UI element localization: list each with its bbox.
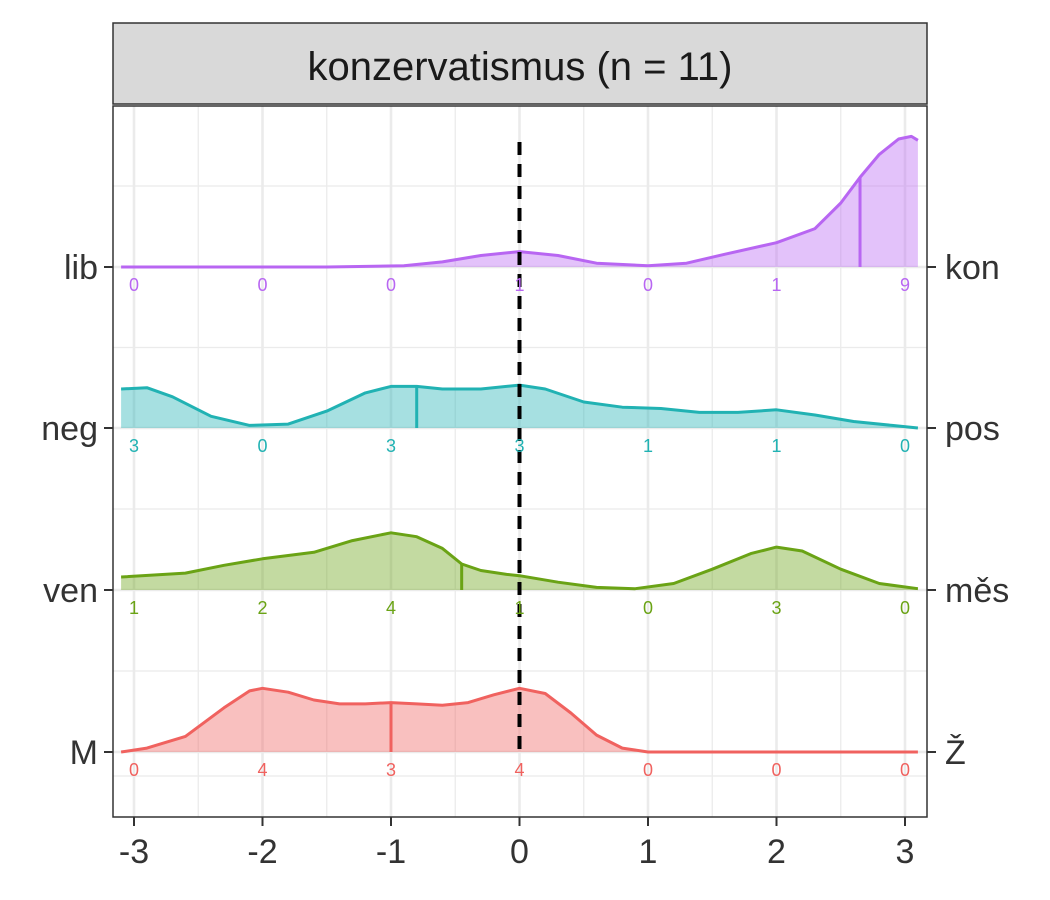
count-label: 0: [900, 760, 910, 780]
x-tick-label: -3: [119, 833, 149, 871]
count-label: 3: [514, 436, 524, 456]
count-label: 9: [900, 275, 910, 295]
ridge-ven: [121, 531, 919, 591]
count-label: 0: [900, 436, 910, 456]
count-label: 1: [771, 436, 781, 456]
count-label: 3: [771, 598, 781, 618]
count-label: 0: [386, 275, 396, 295]
count-label: 0: [129, 275, 139, 295]
count-label: 0: [257, 436, 267, 456]
y-label-right: pos: [945, 410, 1000, 448]
count-label: 1: [129, 598, 139, 618]
x-tick-label: 3: [896, 833, 915, 871]
x-tick-label: -2: [247, 833, 277, 871]
count-label: 0: [900, 598, 910, 618]
ridge-outline: [121, 134, 919, 269]
count-label: 1: [643, 436, 653, 456]
ridge-outline: [121, 383, 919, 430]
count-label: 3: [129, 436, 139, 456]
count-label: 4: [514, 760, 524, 780]
x-tick-label: 2: [767, 833, 786, 871]
y-label-right: kon: [945, 249, 1000, 287]
count-label: 0: [643, 275, 653, 295]
count-label: 1: [514, 598, 524, 618]
y-label-left: ven: [43, 572, 98, 610]
ridge-area: [121, 136, 918, 267]
ridge-area: [121, 532, 918, 590]
count-label: 0: [129, 760, 139, 780]
count-label: 0: [643, 760, 653, 780]
x-tick-label: -1: [376, 833, 406, 871]
y-label-left: neg: [41, 410, 98, 448]
x-tick-label: 1: [639, 833, 658, 871]
count-label: 4: [257, 760, 267, 780]
count-label: 1: [771, 275, 781, 295]
ridge-outline: [121, 531, 919, 591]
count-label: 0: [643, 598, 653, 618]
y-label-left: M: [70, 734, 98, 772]
count-label: 0: [771, 760, 781, 780]
count-label: 0: [257, 275, 267, 295]
y-label-right: Ž: [945, 734, 966, 772]
count-label: 4: [386, 598, 396, 618]
count-label: 3: [386, 436, 396, 456]
count-label: 2: [257, 598, 267, 618]
ridge-lib: [121, 134, 919, 269]
y-label-right: měs: [945, 572, 1009, 610]
y-label-left: lib: [64, 249, 98, 287]
x-tick-label: 0: [510, 833, 529, 871]
facet-strip: [112, 22, 928, 105]
count-label: 3: [386, 760, 396, 780]
count-label: 1: [514, 275, 524, 295]
facet-title: konzervatismus (n = 11): [308, 45, 733, 89]
count-labels: 0 4 3 4 0 0 0 1 2 4 1 0 3 0 3 0 3 3 1 1 0 0 0 0 1 0 1 9: [129, 275, 910, 780]
ridge-outline: [120, 686, 918, 754]
